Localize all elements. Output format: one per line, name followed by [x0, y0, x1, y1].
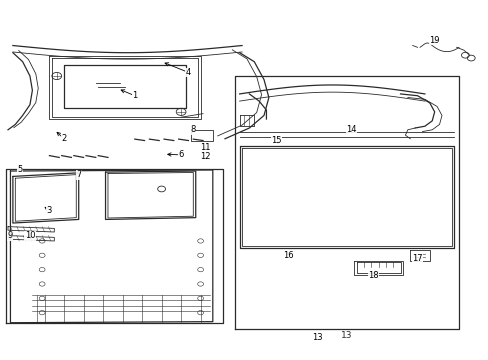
Text: 4: 4 — [185, 68, 191, 77]
Text: 13: 13 — [312, 333, 322, 342]
Text: 18: 18 — [367, 270, 378, 279]
Text: 19: 19 — [428, 36, 439, 45]
Text: 17: 17 — [411, 255, 422, 264]
Text: 3: 3 — [47, 206, 52, 215]
Text: 16: 16 — [283, 251, 293, 260]
Text: 9: 9 — [8, 231, 13, 240]
Text: 14: 14 — [346, 125, 356, 134]
Text: 15: 15 — [270, 136, 281, 145]
Text: 2: 2 — [61, 134, 66, 143]
Text: 5: 5 — [18, 165, 23, 174]
Text: 11: 11 — [200, 143, 210, 152]
Text: 1: 1 — [132, 91, 137, 100]
Text: 10: 10 — [25, 231, 35, 240]
Text: 7: 7 — [76, 170, 81, 179]
Text: 6: 6 — [178, 150, 183, 159]
Text: 12: 12 — [200, 152, 210, 161]
Text: 8: 8 — [190, 125, 196, 134]
Text: 13: 13 — [341, 332, 352, 341]
